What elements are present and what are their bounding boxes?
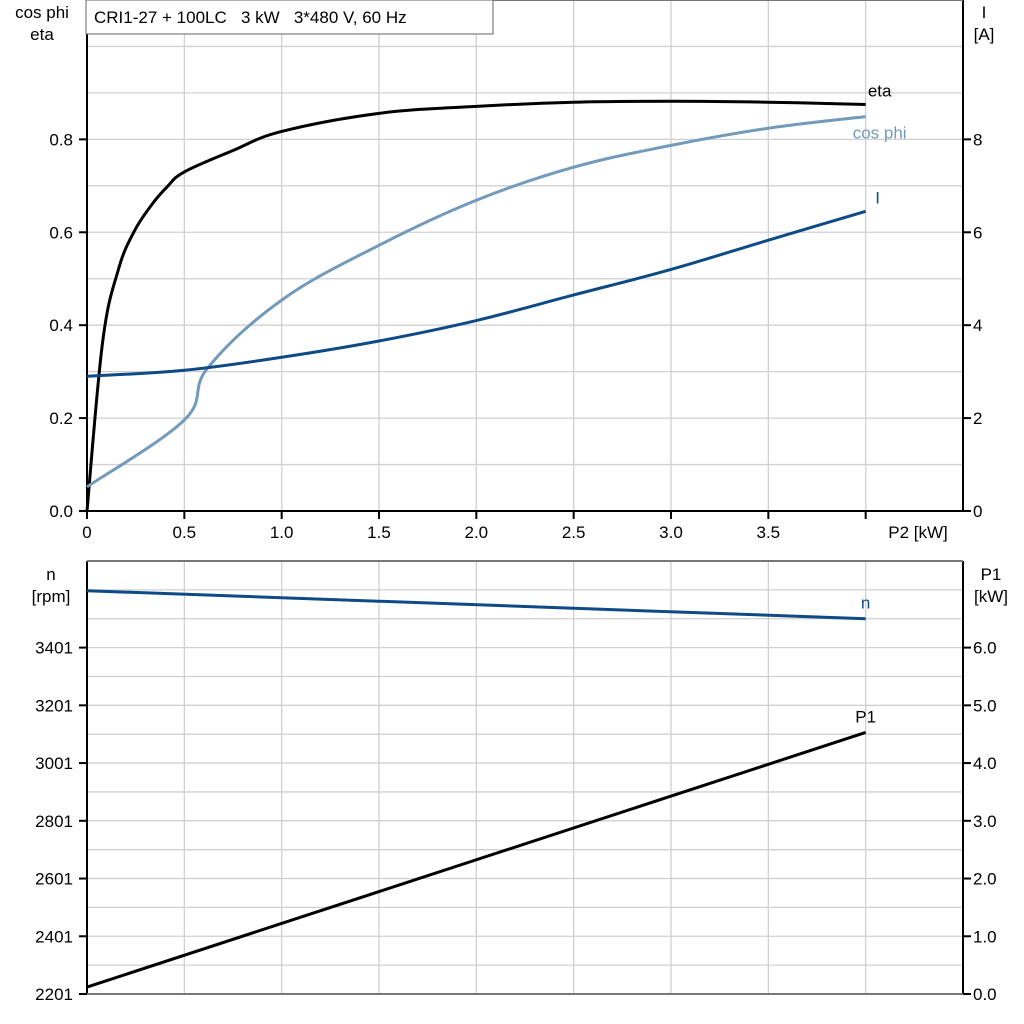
left-tick-label: 2601 <box>35 870 73 889</box>
series-label-eta: eta <box>868 82 892 101</box>
series-label-cos-phi: cos phi <box>853 124 907 143</box>
right-tick-label: 2 <box>973 409 982 428</box>
bottom-left-axis-label-2: [rpm] <box>32 587 71 606</box>
left-tick-label: 3401 <box>35 639 73 658</box>
right-tick-label: 0.0 <box>973 985 997 1004</box>
series-label-n: n <box>861 594 870 613</box>
x-tick-label: 1.0 <box>270 523 294 542</box>
series-label-i: I <box>875 188 880 207</box>
curve-eta <box>85 99 866 512</box>
curve-i <box>86 209 867 378</box>
x-tick-label: 2.0 <box>465 523 489 542</box>
right-tick-label: 6.0 <box>973 639 997 658</box>
top-left-axis-label-2: eta <box>30 25 54 44</box>
right-tick-label: 1.0 <box>973 927 997 946</box>
title-box <box>85 0 494 35</box>
right-tick-label: 0 <box>973 502 982 521</box>
x-axis-label: P2 [kW] <box>888 523 948 542</box>
top-grid <box>87 0 963 511</box>
right-tick-label: 4 <box>973 316 982 335</box>
left-tick-label: 0.0 <box>49 502 73 521</box>
labels: 0.0 0.2 0.4 0.6 0.8 0 2 4 6 8 eta cos phi I 2201 2401 2… <box>35 82 996 1004</box>
left-tick-label: 2201 <box>35 985 73 1004</box>
left-tick-label: 2401 <box>35 927 73 946</box>
axes <box>79 0 971 995</box>
right-tick-label: 5.0 <box>973 696 997 715</box>
left-tick-label: 0.8 <box>49 130 73 149</box>
x-tick-label: 3.0 <box>659 523 683 542</box>
left-tick-label: 0.4 <box>49 316 73 335</box>
left-tick-label: 0.2 <box>49 409 73 428</box>
right-tick-label: 6 <box>973 223 982 242</box>
top-left-axis-label-1: cos phi <box>15 3 69 22</box>
bottom-right-axis-label-1: P1 <box>981 565 1002 584</box>
x-tick-label: 3.5 <box>757 523 781 542</box>
curves <box>85 99 867 989</box>
right-tick-label: 4.0 <box>973 754 997 773</box>
x-tick-label: 1.5 <box>367 523 391 542</box>
right-tick-label: 2.0 <box>973 870 997 889</box>
bottom-right-axis-label-2: [kW] <box>974 587 1008 606</box>
chart-title: CRI1-27 + 100LC 3 kW 3*480 V, 60 Hz <box>94 8 407 27</box>
series-label-p1: P1 <box>855 707 876 726</box>
left-tick-label: 3201 <box>35 696 73 715</box>
bottom-left-axis-label-1: n <box>46 565 55 584</box>
top-right-axis-label-2: [A] <box>974 25 995 44</box>
curve-p1 <box>86 731 867 989</box>
curve-cos-phi <box>86 115 866 489</box>
left-tick-label: 0.6 <box>49 223 73 242</box>
right-tick-label: 3.0 <box>973 812 997 831</box>
curve-n <box>86 589 866 621</box>
left-tick-label: 3001 <box>35 754 73 773</box>
bottom-grid <box>87 561 963 994</box>
left-tick-label: 2801 <box>35 812 73 831</box>
x-tick-label: 2.5 <box>562 523 586 542</box>
x-tick-label: 0.5 <box>173 523 197 542</box>
x-tick-label: 0 <box>82 523 91 542</box>
top-right-axis-label-1: I <box>982 3 987 22</box>
right-tick-label: 8 <box>973 130 982 149</box>
